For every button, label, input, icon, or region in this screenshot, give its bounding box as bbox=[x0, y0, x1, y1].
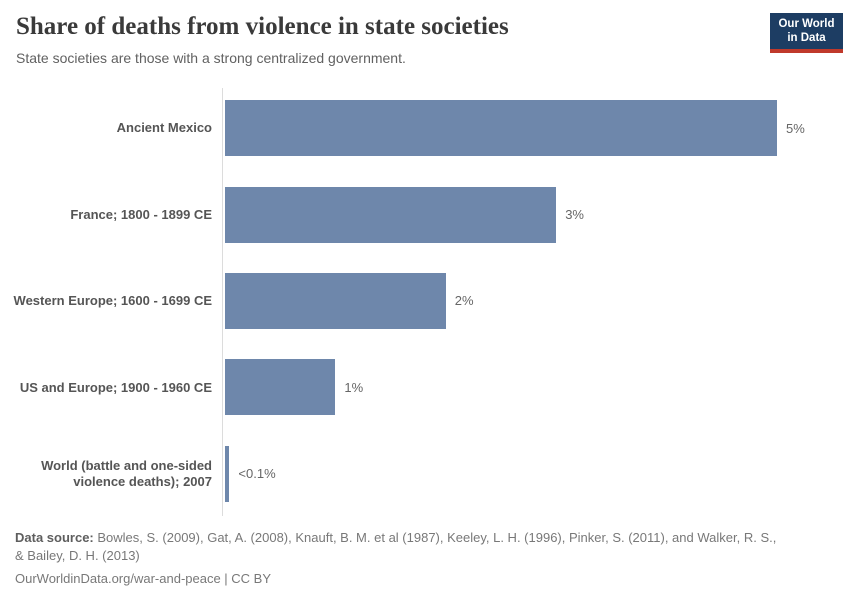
bar[interactable] bbox=[225, 100, 777, 157]
bar[interactable] bbox=[225, 186, 557, 243]
category-label: Ancient Mexico bbox=[116, 120, 212, 136]
owid-logo-line1: Our World bbox=[778, 18, 835, 30]
bar-row: Western Europe; 1600 - 1699 CE 2% bbox=[0, 258, 850, 344]
value-label: 1% bbox=[344, 379, 364, 395]
bar-rows: Ancient Mexico 5% France; 1800 - 1899 CE… bbox=[0, 85, 850, 517]
data-source-label: Data source: bbox=[15, 530, 94, 545]
chart-footer: Data source: Bowles, S. (2009), Gat, A. … bbox=[15, 529, 777, 589]
category-label: France; 1800 - 1899 CE bbox=[70, 206, 212, 222]
bar-row: Ancient Mexico 5% bbox=[0, 85, 850, 171]
bar[interactable] bbox=[225, 359, 336, 416]
page-title: Share of deaths from violence in state s… bbox=[16, 13, 509, 40]
bar-row: World (battle and one-sided violence dea… bbox=[0, 431, 850, 517]
category-label: Western Europe; 1600 - 1699 CE bbox=[13, 293, 212, 309]
footer-link[interactable]: OurWorldinData.org/war-and-peace | CC BY bbox=[15, 571, 272, 587]
category-label: World (battle and one-sided violence dea… bbox=[41, 458, 212, 489]
bar[interactable] bbox=[225, 445, 230, 502]
value-label: 5% bbox=[786, 120, 805, 136]
data-source-text: Bowles, S. (2009), Gat, A. (2008), Knauf… bbox=[15, 530, 777, 564]
owid-logo[interactable]: Our World in Data bbox=[770, 13, 843, 53]
value-label: <0.1% bbox=[238, 466, 276, 482]
owid-logo-line2: in Data bbox=[787, 32, 826, 45]
y-axis-line bbox=[222, 88, 223, 516]
data-source-line: Data source: Bowles, S. (2009), Gat, A. … bbox=[15, 529, 777, 565]
bar-row: France; 1800 - 1899 CE 3% bbox=[0, 171, 850, 257]
chart-subtitle: State societies are those with a strong … bbox=[16, 50, 406, 66]
value-label: 2% bbox=[454, 293, 474, 309]
bar[interactable] bbox=[225, 272, 446, 329]
category-label: US and Europe; 1900 - 1960 CE bbox=[19, 379, 212, 395]
bar-chart: Ancient Mexico 5% France; 1800 - 1899 CE… bbox=[0, 85, 850, 517]
value-label: 3% bbox=[565, 207, 584, 223]
bar-row: US and Europe; 1900 - 1960 CE 1% bbox=[0, 344, 850, 430]
